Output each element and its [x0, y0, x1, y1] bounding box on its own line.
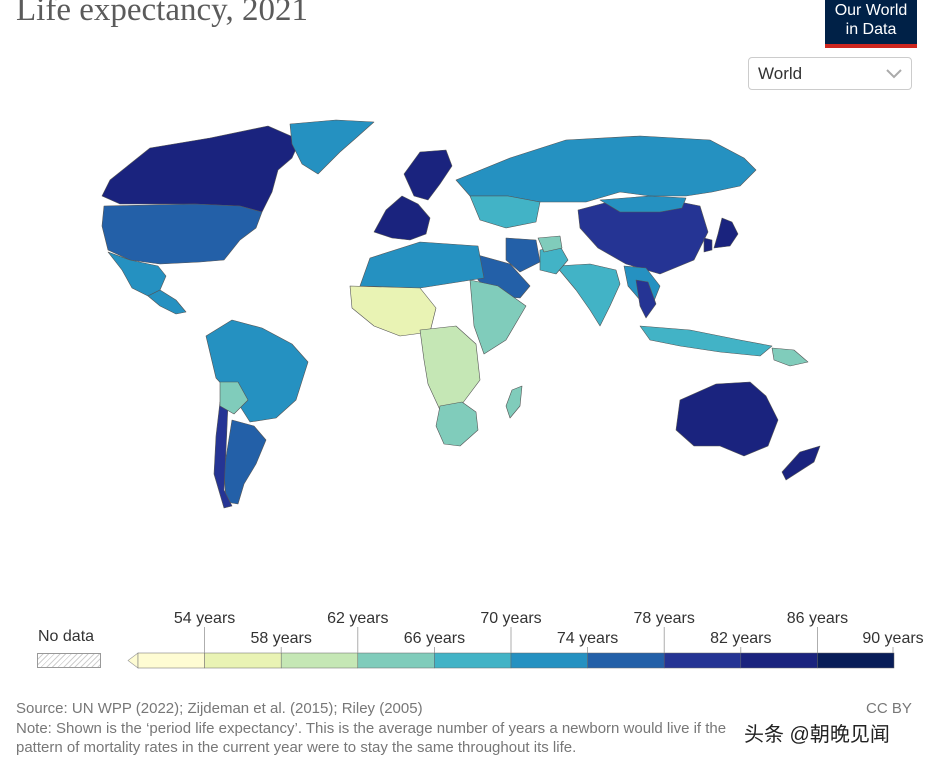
source-text: Source: UN WPP (2022); Zijdeman et al. (…	[16, 700, 423, 717]
country-kazakhstan[interactable]	[469, 195, 541, 229]
country-central-africa[interactable]	[419, 325, 481, 411]
region-select-value: World	[758, 64, 803, 83]
legend-upper-label-0: 54 years	[174, 610, 235, 627]
legend-bin-5	[510, 652, 588, 669]
legend-no-data-swatch	[37, 653, 101, 668]
country-indonesia[interactable]	[639, 325, 773, 357]
country-new-zealand[interactable]	[781, 445, 821, 481]
legend-lower-label-2: 74 years	[557, 630, 618, 647]
country-east-africa[interactable]	[469, 279, 527, 355]
legend-bin-8	[740, 652, 818, 669]
legend-upper-label-4: 86 years	[787, 610, 848, 627]
country-argentina[interactable]	[223, 419, 267, 505]
country-north-africa[interactable]	[359, 241, 485, 289]
country-western-europe[interactable]	[373, 195, 431, 241]
legend-lower-label-1: 66 years	[404, 630, 465, 647]
country-australia[interactable]	[675, 381, 779, 457]
country-bolivia[interactable]	[219, 381, 249, 415]
legend-bin-4	[434, 652, 512, 669]
country-southern-africa[interactable]	[435, 401, 479, 447]
legend-lower-label-3: 82 years	[710, 630, 771, 647]
watermark-text: 头条 @朝晚见闻	[742, 718, 892, 747]
legend-bin-1	[204, 652, 282, 669]
legend-bin-9	[817, 652, 895, 669]
country-central-america[interactable]	[147, 289, 187, 315]
country-chile[interactable]	[213, 401, 233, 509]
country-japan[interactable]	[713, 217, 739, 249]
country-madagascar[interactable]	[505, 385, 523, 419]
chevron-down-icon	[886, 69, 902, 79]
legend-lower-label-0: 58 years	[251, 630, 312, 647]
country-thailand[interactable]	[635, 279, 657, 319]
country-iran[interactable]	[505, 237, 541, 273]
country-india[interactable]	[555, 263, 621, 327]
legend-upper-label-3: 78 years	[634, 610, 695, 627]
color-legend: 54 years 62 years 70 years 78 years 86 years…	[127, 610, 924, 669]
legend-lower-label-4: 90 years	[862, 630, 923, 647]
legend-upper-label-1: 62 years	[327, 610, 388, 627]
country-papua-new-guinea[interactable]	[771, 347, 809, 367]
country-greenland[interactable]	[289, 119, 375, 175]
country-scandinavia[interactable]	[403, 149, 453, 201]
country-afghanistan[interactable]	[537, 235, 563, 253]
world-map[interactable]	[0, 100, 934, 510]
region-select[interactable]: World	[748, 57, 912, 90]
country-mongolia[interactable]	[599, 195, 687, 213]
legend-bin-0	[137, 652, 205, 669]
country-usa[interactable]	[101, 203, 263, 265]
legend-upper-label-2: 70 years	[480, 610, 541, 627]
country-west-africa[interactable]	[349, 285, 437, 337]
legend-bin-3	[357, 652, 435, 669]
license-link[interactable]: CC BY	[866, 700, 912, 717]
owid-logo[interactable]: Our World in Data	[825, 0, 917, 48]
legend-bin-6	[587, 652, 665, 669]
country-canada[interactable]	[101, 125, 301, 213]
legend-bin-2	[280, 652, 359, 669]
logo-line-1: Our World	[834, 2, 908, 19]
country-south-korea[interactable]	[703, 237, 713, 253]
legend-bin-7	[663, 652, 742, 669]
country-russia[interactable]	[455, 135, 757, 203]
chart-title: Life expectancy, 2021	[16, 0, 308, 28]
logo-line-2: in Data	[845, 21, 897, 38]
legend-no-data-label: No data	[38, 628, 95, 645]
legend-lower-arrow	[127, 652, 139, 669]
note-text: Note: Shown is the ‘period life expectan…	[16, 720, 727, 756]
